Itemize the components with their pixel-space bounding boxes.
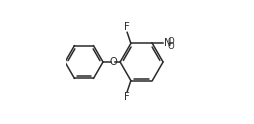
Text: O: O	[109, 57, 117, 67]
Text: F: F	[123, 22, 129, 32]
Text: O: O	[167, 37, 173, 46]
Text: O: O	[167, 42, 173, 51]
Text: N: N	[163, 38, 170, 48]
Text: F: F	[123, 92, 129, 102]
